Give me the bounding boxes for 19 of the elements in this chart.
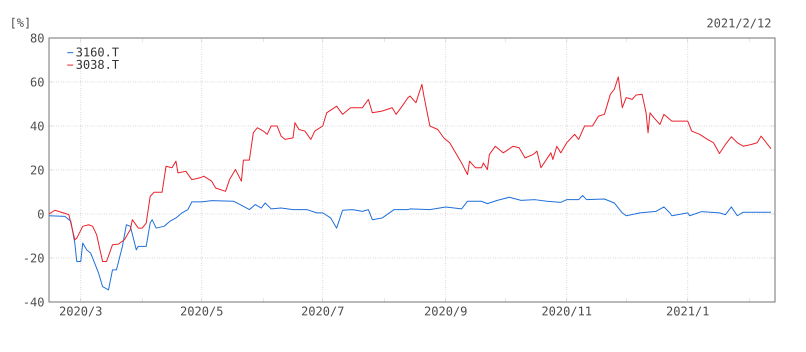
x-tick-label: 2020/9 <box>424 306 467 317</box>
x-tick-label: 2020/5 <box>180 306 222 317</box>
y-tick-label: -20 <box>24 253 44 263</box>
y-tick-label: 0 <box>38 209 44 219</box>
y-tick-label: 20 <box>30 165 44 175</box>
y-tick-label: 40 <box>30 121 44 131</box>
text: [%] <box>12 18 29 28</box>
y-tick-label: 60 <box>30 77 44 87</box>
y-tick-label: 80 <box>30 33 44 43</box>
x-tick-label: 2020/3 <box>60 306 102 317</box>
legend-label: 3160.T <box>76 47 119 57</box>
line-series <box>49 195 772 290</box>
x-tick-label: 2020/11 <box>542 306 592 317</box>
line-series <box>49 76 772 262</box>
x-tick-label: 2021/1 <box>666 306 709 317</box>
x-tick-label: 2020/7 <box>302 306 344 317</box>
text: 2021/2/12 <box>707 18 770 28</box>
y-tick-label: -40 <box>24 297 44 307</box>
legend-label: 3038.T <box>76 60 119 69</box>
